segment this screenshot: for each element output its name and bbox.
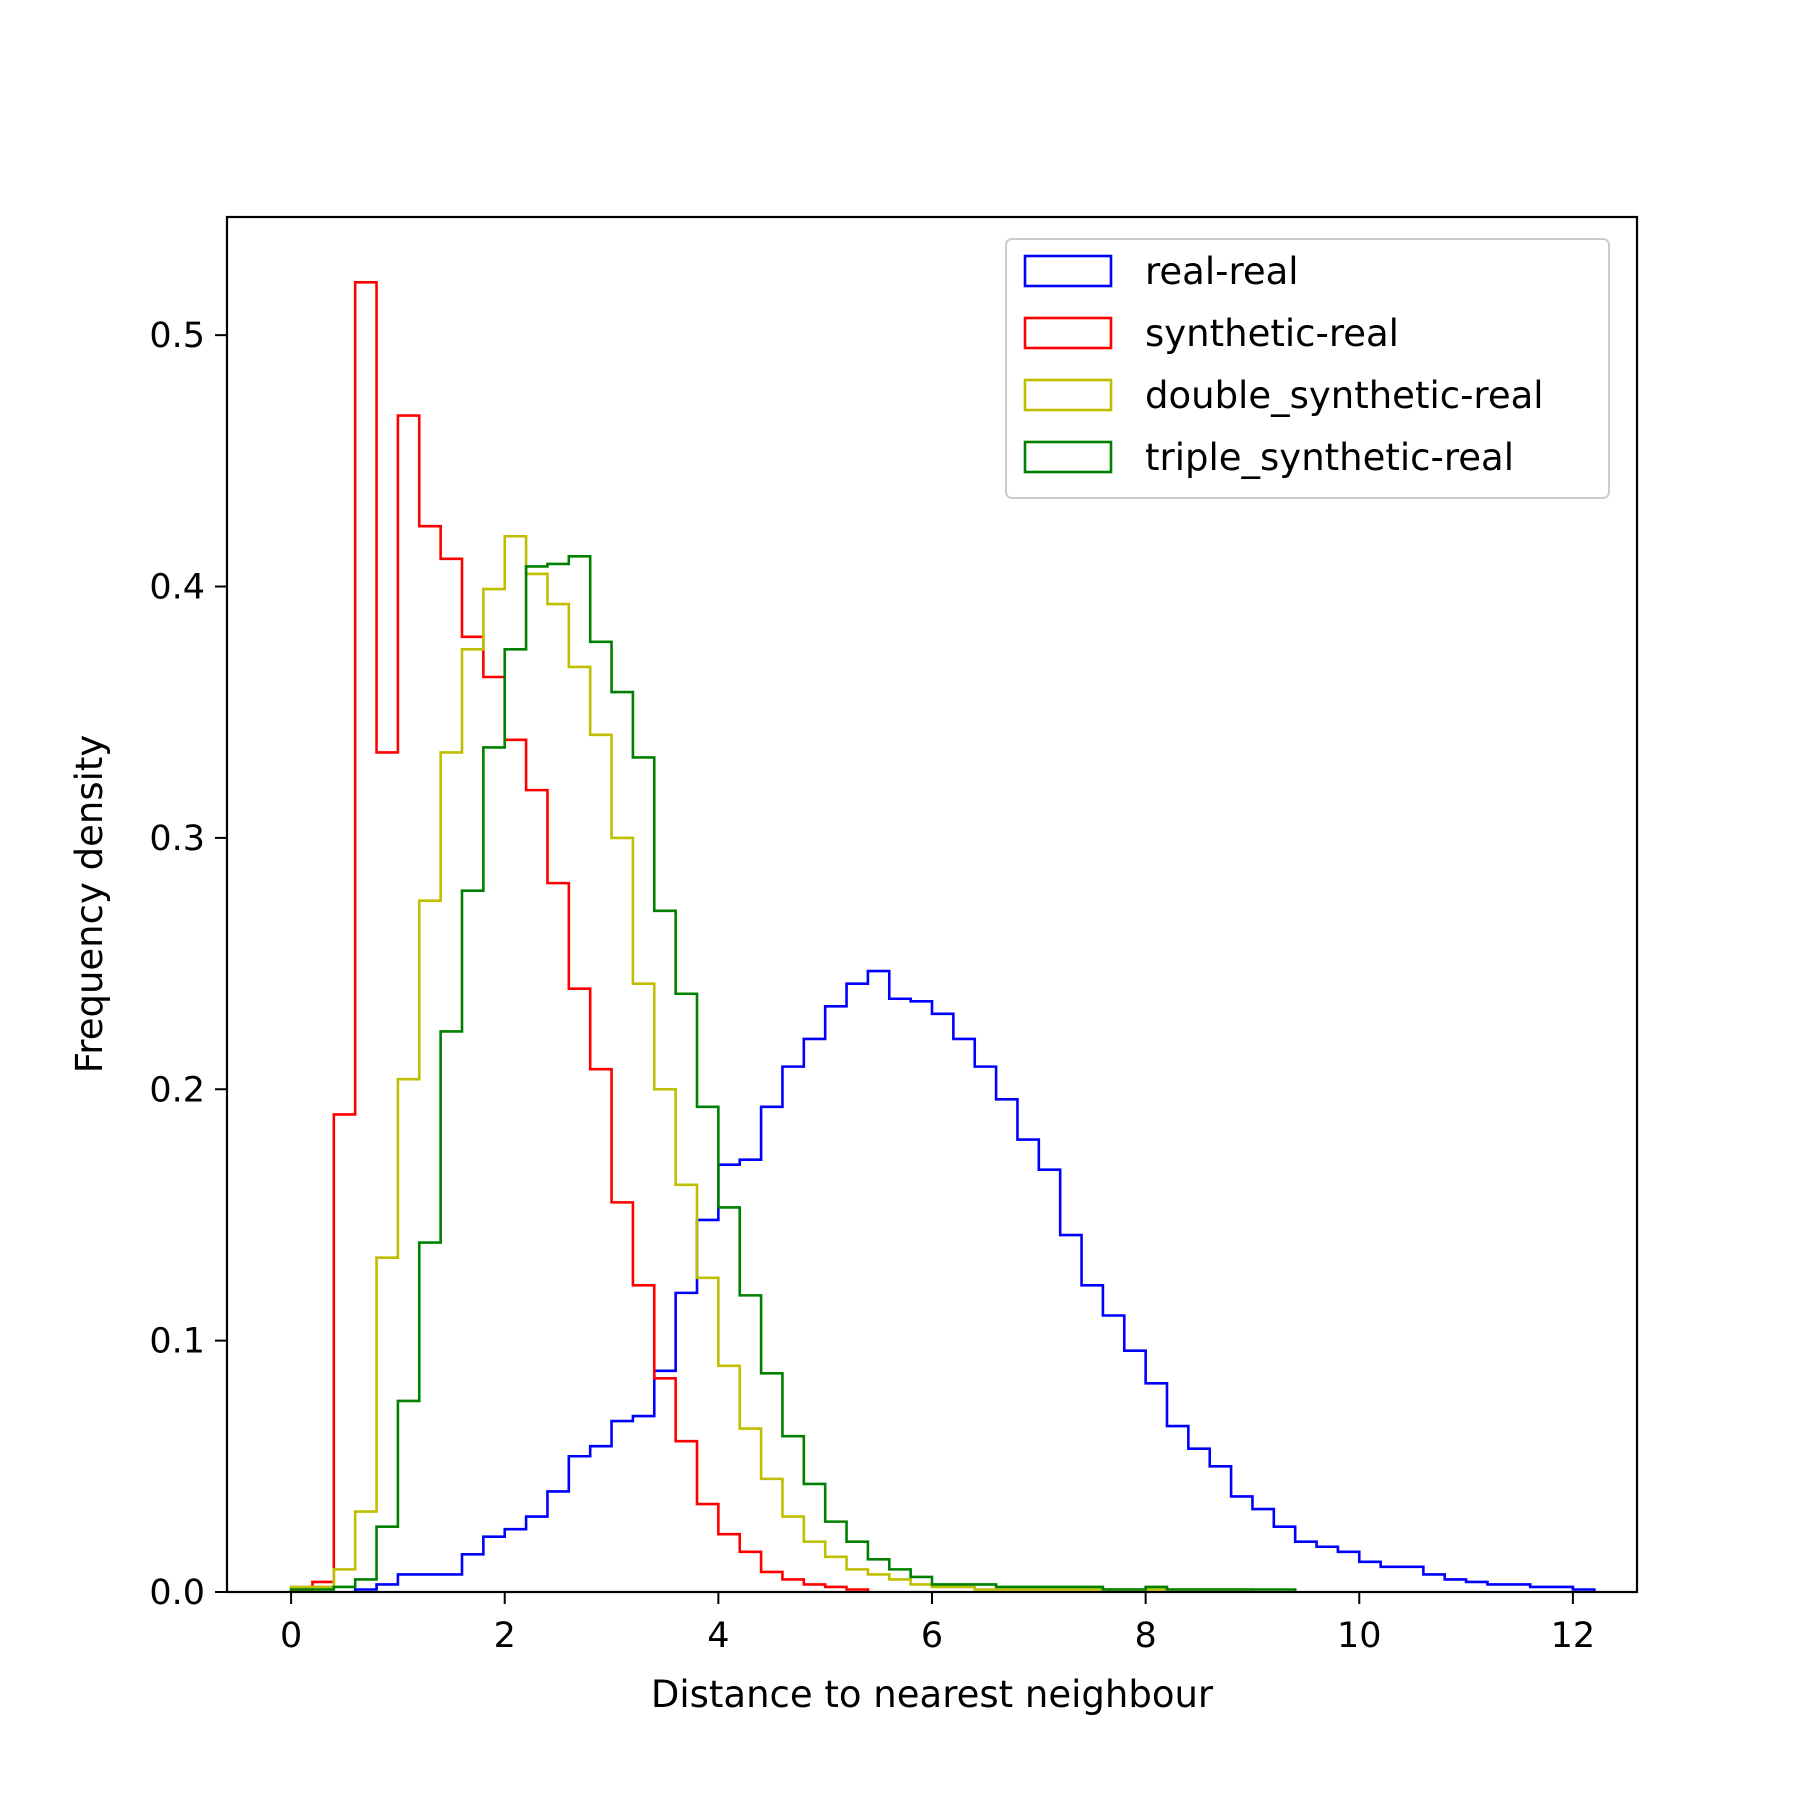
x-axis-label: Distance to nearest neighbour	[651, 1673, 1214, 1716]
y-tick-label: 0.0	[149, 1573, 205, 1613]
legend-swatch-3	[1023, 440, 1113, 474]
y-tick-label: 0.2	[149, 1070, 205, 1110]
legend-box	[1005, 238, 1610, 499]
legend-label-2: double_synthetic-real	[1145, 374, 1544, 417]
legend-label-0: real-real	[1145, 250, 1299, 293]
legend-swatch-0	[1023, 254, 1113, 288]
series-line-1	[289, 281, 870, 1592]
y-tick-label: 0.5	[149, 316, 205, 356]
x-tick-label: 6	[921, 1616, 943, 1656]
y-tick-label: 0.3	[149, 819, 205, 859]
y-axis: 0.0 0.1 0.2 0.3 0.4 0.5	[149, 316, 227, 1613]
x-tick-label: 10	[1337, 1616, 1382, 1656]
legend-label-3: triple_synthetic-real	[1145, 436, 1514, 479]
y-axis-label: Frequency density	[68, 735, 111, 1074]
y-tick-label: 0.4	[149, 568, 205, 608]
x-axis: 0 2 4 6 8 10 12	[280, 1592, 1595, 1656]
series-line-0	[353, 969, 1596, 1592]
legend: real-real synthetic-real double_synthetic-…	[1005, 238, 1610, 499]
series-line-3	[289, 555, 1297, 1592]
legend-swatch-1	[1023, 316, 1113, 350]
series-layer	[289, 281, 1596, 1592]
legend-swatch-2	[1023, 378, 1113, 412]
x-tick-label: 8	[1134, 1616, 1156, 1656]
series-line-2	[289, 534, 1254, 1592]
legend-label-1: synthetic-real	[1145, 312, 1399, 355]
y-tick-label: 0.1	[149, 1322, 205, 1362]
x-tick-label: 2	[494, 1616, 516, 1656]
x-tick-label: 0	[280, 1616, 302, 1656]
x-tick-label: 4	[707, 1616, 729, 1656]
x-tick-label: 12	[1551, 1616, 1596, 1656]
